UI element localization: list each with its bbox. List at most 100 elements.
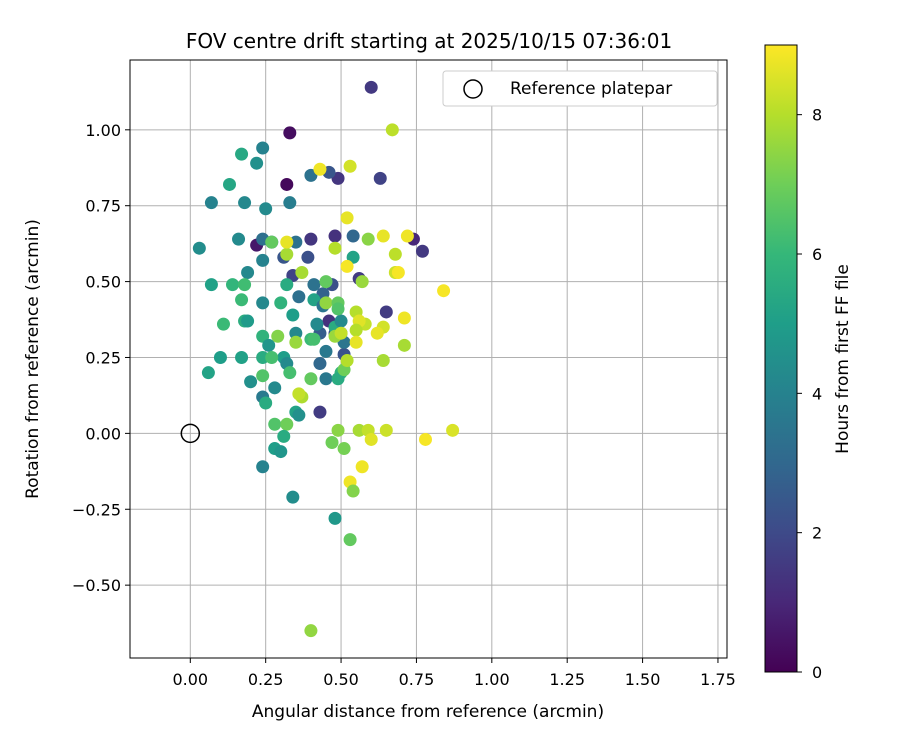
y-tick-label: 0.50 [85, 273, 121, 292]
data-point [437, 284, 451, 298]
x-tick-label: 0.75 [399, 670, 435, 689]
data-point [256, 369, 270, 383]
y-tick-label: −0.50 [72, 576, 121, 595]
grid-lines [130, 60, 727, 658]
data-point [334, 326, 348, 340]
data-point [289, 235, 303, 249]
data-point [238, 196, 252, 210]
y-tick-label: 1.00 [85, 121, 121, 140]
y-axis-label: Rotation from reference (arcmin) [23, 219, 43, 499]
data-point [331, 302, 345, 316]
data-point [238, 278, 252, 292]
data-point [280, 417, 294, 431]
legend: Reference platepar [442, 70, 718, 107]
x-axis-label: Angular distance from reference (arcmin) [252, 702, 604, 722]
data-point [331, 423, 345, 437]
data-point [304, 624, 318, 638]
data-point [397, 338, 411, 352]
data-point [274, 296, 288, 310]
data-point [265, 350, 279, 364]
data-point [307, 278, 321, 292]
data-point [232, 232, 246, 246]
y-tick-label: 0.75 [85, 197, 121, 216]
data-point [418, 432, 432, 446]
data-point [271, 329, 285, 343]
data-point [280, 278, 294, 292]
data-point [379, 305, 393, 319]
data-point [244, 375, 258, 389]
data-point [256, 253, 270, 267]
y-tick-label: 0.25 [85, 348, 121, 367]
data-point [204, 278, 218, 292]
data-point [313, 405, 327, 419]
y-axis-ticks: −0.50 −0.25 0.00 0.25 0.50 0.75 1.00 [72, 121, 130, 595]
data-point [349, 335, 363, 349]
x-axis-ticks: 0.00 0.25 0.50 0.75 1.00 1.25 1.50 1.75 [172, 658, 736, 689]
colorbar-tick-label: 2 [812, 524, 822, 543]
data-point [256, 350, 270, 364]
data-point [256, 460, 270, 474]
data-point [352, 423, 366, 437]
colorbar: 0 2 4 6 8 Hours from first FF file [764, 44, 853, 682]
data-point [216, 317, 230, 331]
data-point [310, 317, 324, 331]
data-point [223, 177, 236, 191]
data-point [292, 387, 306, 401]
data-point [280, 177, 294, 191]
data-point [289, 326, 303, 340]
chart-title: FOV centre drift starting at 2025/10/15 … [186, 29, 672, 53]
data-point [319, 296, 333, 310]
data-point [446, 423, 460, 437]
x-tick-label: 1.00 [474, 670, 510, 689]
data-point [235, 350, 249, 364]
data-point [235, 147, 249, 161]
data-point [346, 484, 360, 498]
data-point [313, 162, 327, 176]
legend-marker-icon [463, 79, 483, 99]
data-point [385, 123, 399, 137]
data-point [292, 408, 306, 422]
data-point [274, 445, 288, 459]
data-point [361, 232, 375, 246]
data-point [328, 241, 342, 255]
data-point [364, 80, 378, 94]
colorbar-tick-label: 0 [812, 663, 822, 682]
data-point [337, 442, 351, 456]
y-tick-label: 0.00 [85, 424, 121, 443]
data-point [304, 232, 318, 246]
data-point [250, 156, 264, 170]
data-points [192, 80, 460, 638]
data-point [328, 511, 342, 525]
data-point [241, 265, 255, 279]
data-point [241, 314, 255, 328]
data-point [415, 244, 429, 258]
data-point [343, 533, 357, 547]
data-point [256, 296, 270, 310]
data-point [379, 423, 393, 437]
data-point [355, 460, 369, 474]
data-point [370, 326, 384, 340]
data-point [364, 432, 378, 446]
data-point [340, 211, 354, 225]
data-point [213, 350, 227, 364]
data-point [256, 141, 270, 155]
data-point [319, 344, 333, 358]
data-point [283, 366, 297, 380]
data-point [280, 235, 294, 249]
data-point [355, 275, 369, 289]
data-point [328, 229, 342, 243]
data-point [283, 196, 297, 210]
data-point [319, 275, 333, 289]
data-point [304, 372, 318, 386]
data-point [334, 314, 348, 328]
data-point [325, 435, 339, 449]
data-point [376, 354, 390, 368]
data-point [340, 259, 354, 273]
data-point [268, 381, 282, 395]
data-point [391, 265, 405, 279]
data-point [283, 126, 297, 140]
x-tick-label: 1.50 [625, 670, 661, 689]
data-point [277, 429, 291, 443]
data-point [259, 396, 273, 410]
